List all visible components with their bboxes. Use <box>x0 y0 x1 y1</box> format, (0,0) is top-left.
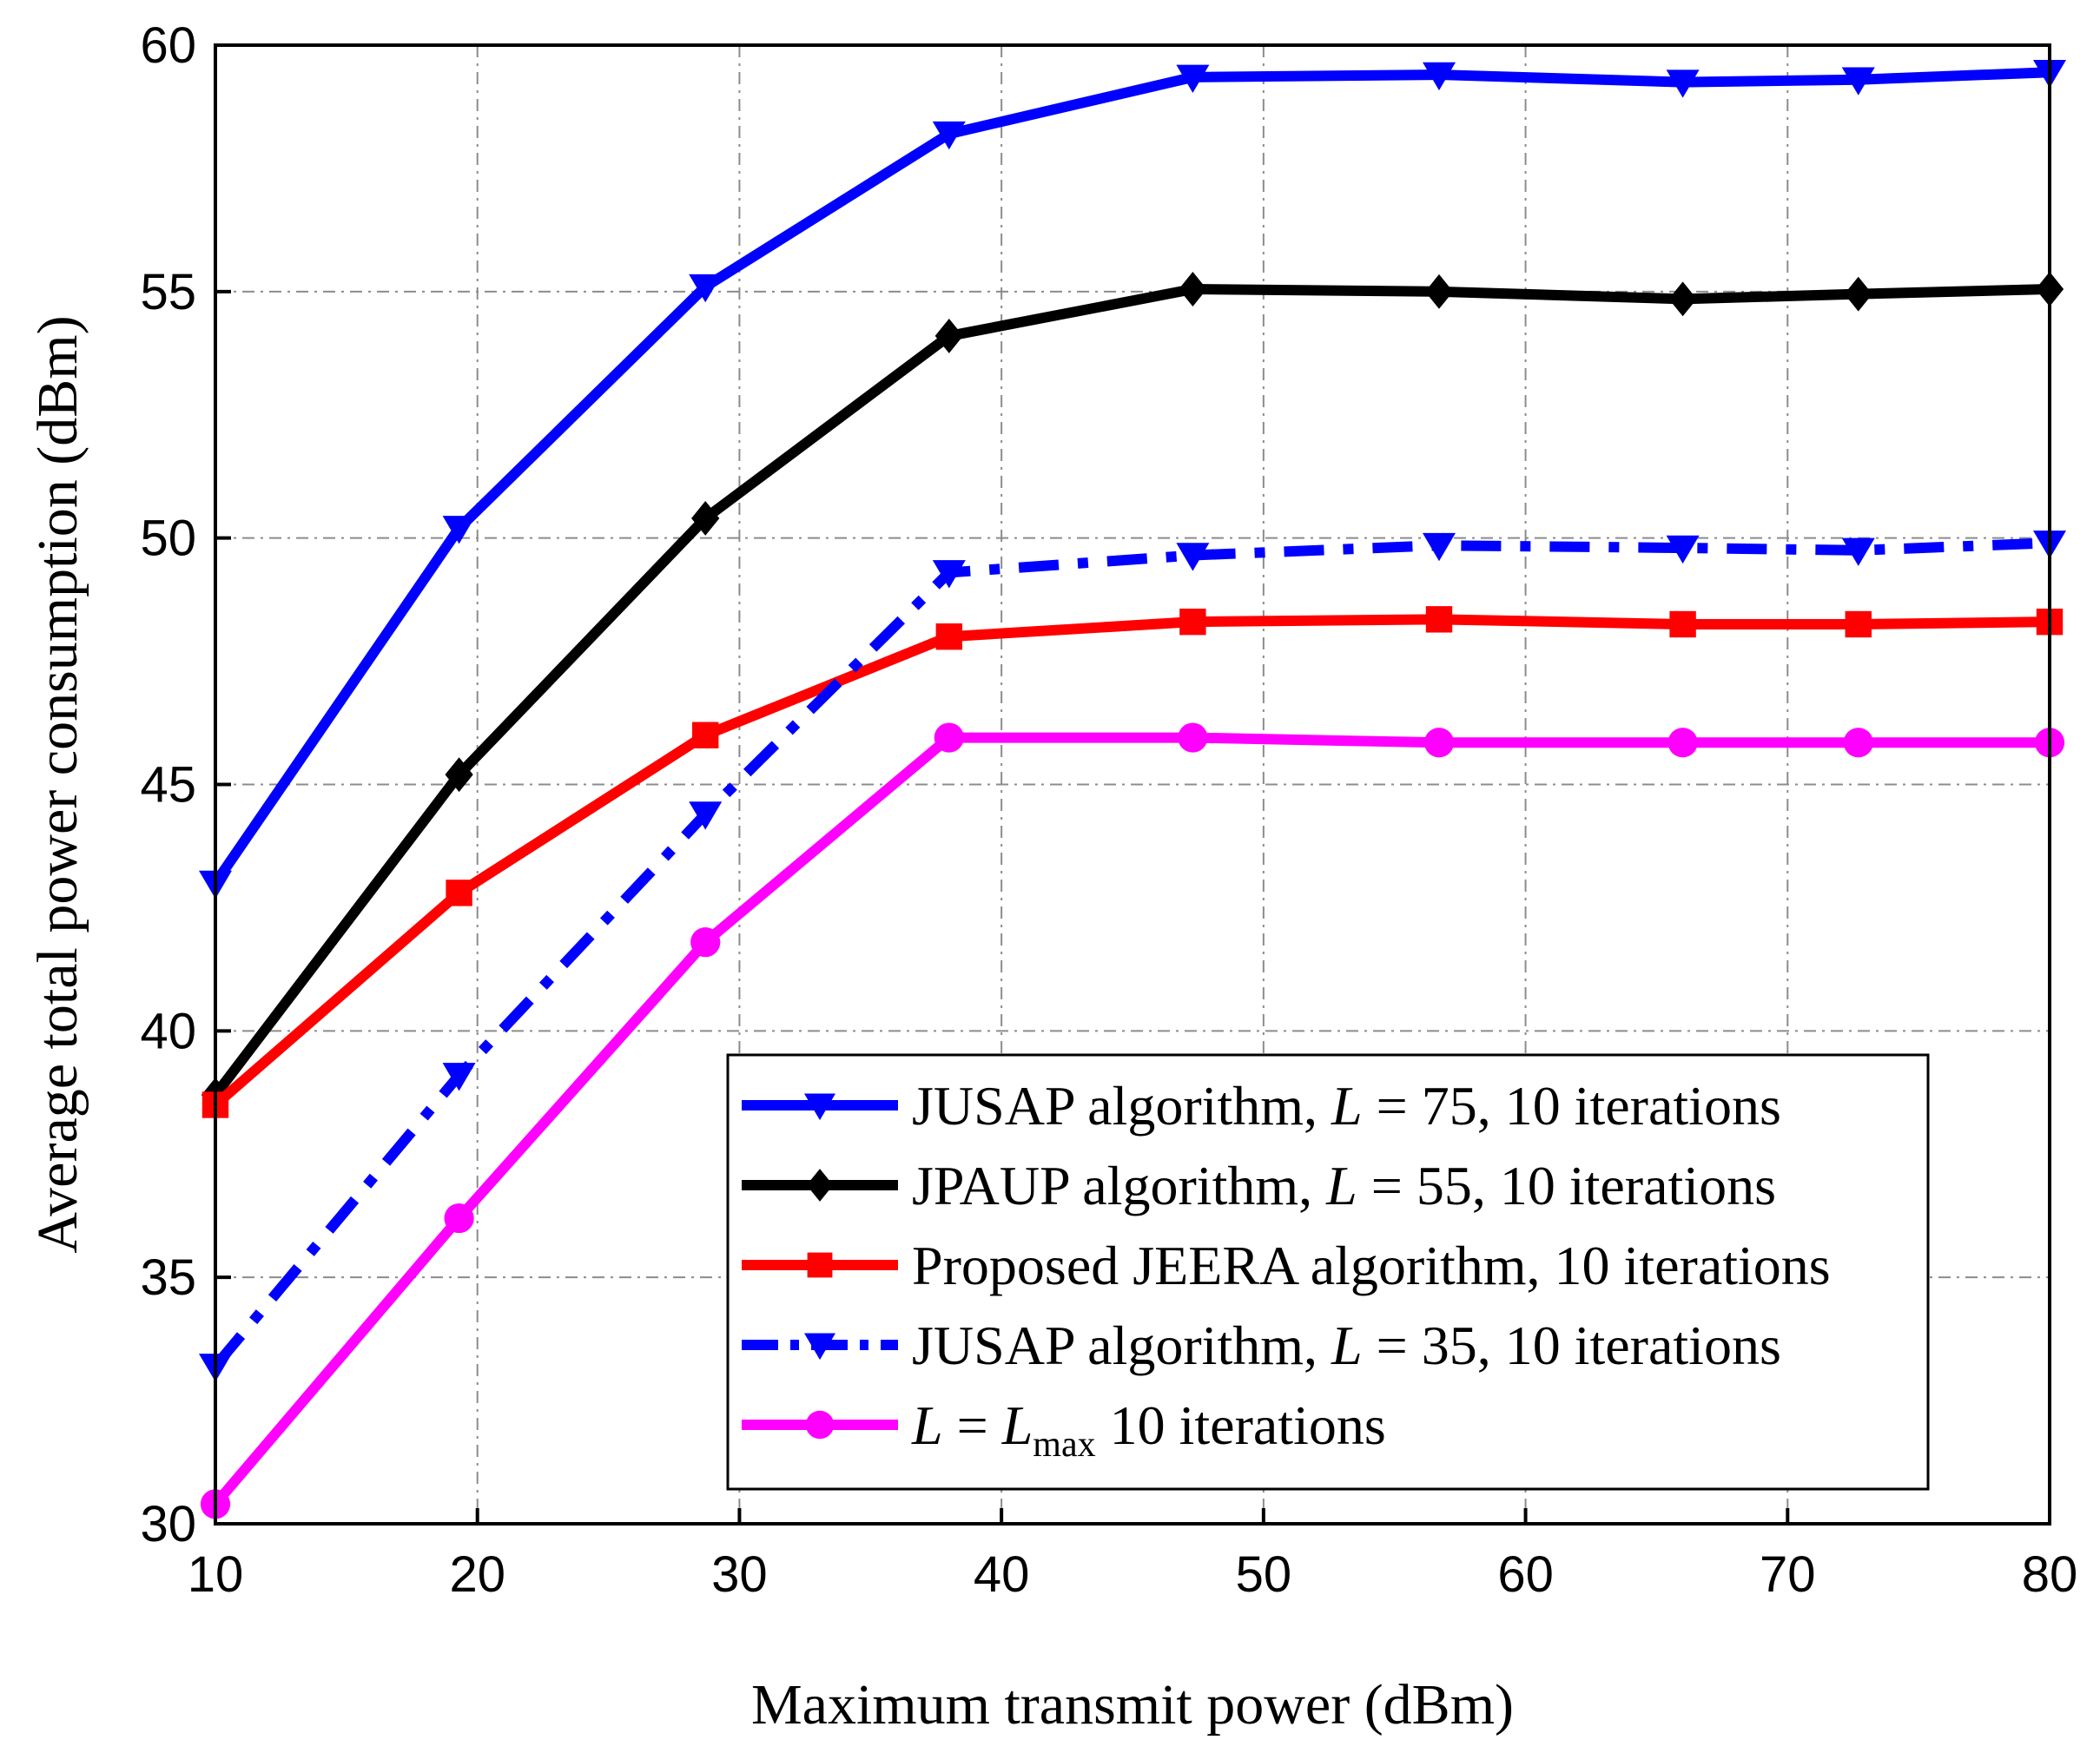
legend-label: JPAUP algorithm, L = 55, 10 iterations <box>912 1155 1776 1216</box>
y-tick-label: 50 <box>140 511 196 567</box>
legend-label-part: Proposed JEERA algorithm, 10 iterations <box>912 1235 1831 1296</box>
data-point <box>1845 610 1872 638</box>
series-5 <box>200 722 2065 1519</box>
tick-labels: 10 20 30 40 50 60 70 80 30 35 40 45 50 55 60 <box>140 17 2077 1603</box>
y-tick-label: 35 <box>140 1249 196 1306</box>
legend-marker <box>804 1333 835 1361</box>
legend-item: JUSAP algorithm, L = 35, 10 iterations <box>742 1315 1781 1376</box>
data-point <box>1423 532 1456 562</box>
y-tick-label: 45 <box>140 757 196 814</box>
legend-label-part: 10 iterations <box>1096 1394 1386 1456</box>
legend-label-part: = 35, 10 iterations <box>1363 1315 1781 1376</box>
data-point <box>1841 67 1875 96</box>
x-tick-label: 40 <box>974 1546 1030 1603</box>
legend-item: JUSAP algorithm, L = 75, 10 iterations <box>742 1075 1781 1137</box>
data-point <box>1178 722 1208 753</box>
legend-label-part: JPAUP algorithm, <box>912 1155 1326 1216</box>
legend-marker <box>805 1410 835 1440</box>
data-point <box>692 722 719 748</box>
data-point <box>1844 276 1872 312</box>
legend-label-part: = 75, 10 iterations <box>1363 1075 1781 1137</box>
x-tick-label: 50 <box>1236 1546 1292 1603</box>
data-point <box>689 801 723 830</box>
data-point <box>1423 728 1455 758</box>
x-tick-label: 20 <box>449 1546 505 1603</box>
data-point <box>691 501 720 536</box>
legend-box <box>726 1053 1930 1491</box>
data-point <box>446 880 472 906</box>
data-point <box>1843 728 1873 758</box>
legend-marker <box>804 1093 835 1121</box>
data-point <box>1668 281 1697 317</box>
legend-label-part: max <box>1033 1425 1095 1465</box>
legend-label-part: L <box>1331 1315 1363 1376</box>
legend-label-part: JUSAP algorithm, <box>912 1075 1331 1137</box>
legend-label-part: JUSAP algorithm, <box>912 1315 1331 1376</box>
data-point <box>690 927 721 958</box>
x-tick-label: 80 <box>2022 1546 2078 1603</box>
legend-label-part: L <box>911 1394 943 1456</box>
y-tick-label: 30 <box>140 1496 196 1552</box>
data-point <box>1179 608 1206 636</box>
data-point <box>1667 728 1698 758</box>
data-point <box>1841 537 1875 566</box>
data-point <box>445 757 473 793</box>
data-point <box>444 1203 474 1234</box>
data-point <box>442 516 476 544</box>
legend-label-part: L <box>1001 1394 1033 1456</box>
x-tick-label: 70 <box>1760 1546 1816 1603</box>
legend-marker <box>807 1252 833 1278</box>
x-axis-title: Maximum transmit power (dBm) <box>751 1673 1514 1737</box>
data-point <box>934 722 964 753</box>
data-point <box>1179 272 1207 306</box>
legend-item: JPAUP algorithm, L = 55, 10 iterations <box>742 1155 1776 1216</box>
data-point <box>1666 69 1700 98</box>
y-tick-label: 40 <box>140 1003 196 1059</box>
data-point <box>1669 610 1696 638</box>
legend-label-part: = 55, 10 iterations <box>1357 1155 1776 1216</box>
data-point <box>1176 64 1210 93</box>
legend-label: JUSAP algorithm, L = 75, 10 iterations <box>912 1075 1781 1137</box>
x-tick-label: 10 <box>188 1546 244 1603</box>
series-4 <box>199 531 2066 1382</box>
data-point <box>442 1063 476 1091</box>
axis-ticks <box>214 43 2051 1526</box>
series-3 <box>201 606 2064 1118</box>
legend-item: Proposed JEERA algorithm, 10 iterations <box>742 1235 1831 1296</box>
legend-label: Proposed JEERA algorithm, 10 iterations <box>912 1235 1831 1296</box>
data-point <box>689 273 723 303</box>
y-tick-label: 55 <box>140 264 196 320</box>
y-tick-label: 60 <box>140 17 196 74</box>
legend: JUSAP algorithm, L = 75, 10 iterations JP… <box>726 1053 1930 1491</box>
data-point <box>1424 273 1454 309</box>
x-tick-label: 60 <box>1497 1546 1554 1603</box>
data-point <box>935 623 962 650</box>
x-tick-label: 30 <box>711 1546 768 1603</box>
legend-item: L = Lmax 10 iterations <box>742 1394 1386 1465</box>
data-point <box>1176 543 1210 571</box>
data-point <box>932 121 966 150</box>
data-point <box>934 318 963 353</box>
legend-label: JUSAP algorithm, L = 35, 10 iterations <box>912 1315 1781 1376</box>
data-point <box>1666 535 1700 564</box>
y-axis-title: Average total power consumption (dBm) <box>26 315 89 1253</box>
legend-marker <box>806 1169 834 1202</box>
legend-label-part: L <box>1331 1075 1363 1137</box>
data-point <box>1423 62 1456 91</box>
legend-label-part: L <box>1325 1155 1357 1216</box>
data-point <box>932 560 966 589</box>
data-point <box>1425 606 1453 633</box>
legend-label-part: = <box>943 1394 1002 1456</box>
legend-label: L = Lmax 10 iterations <box>911 1394 1386 1465</box>
